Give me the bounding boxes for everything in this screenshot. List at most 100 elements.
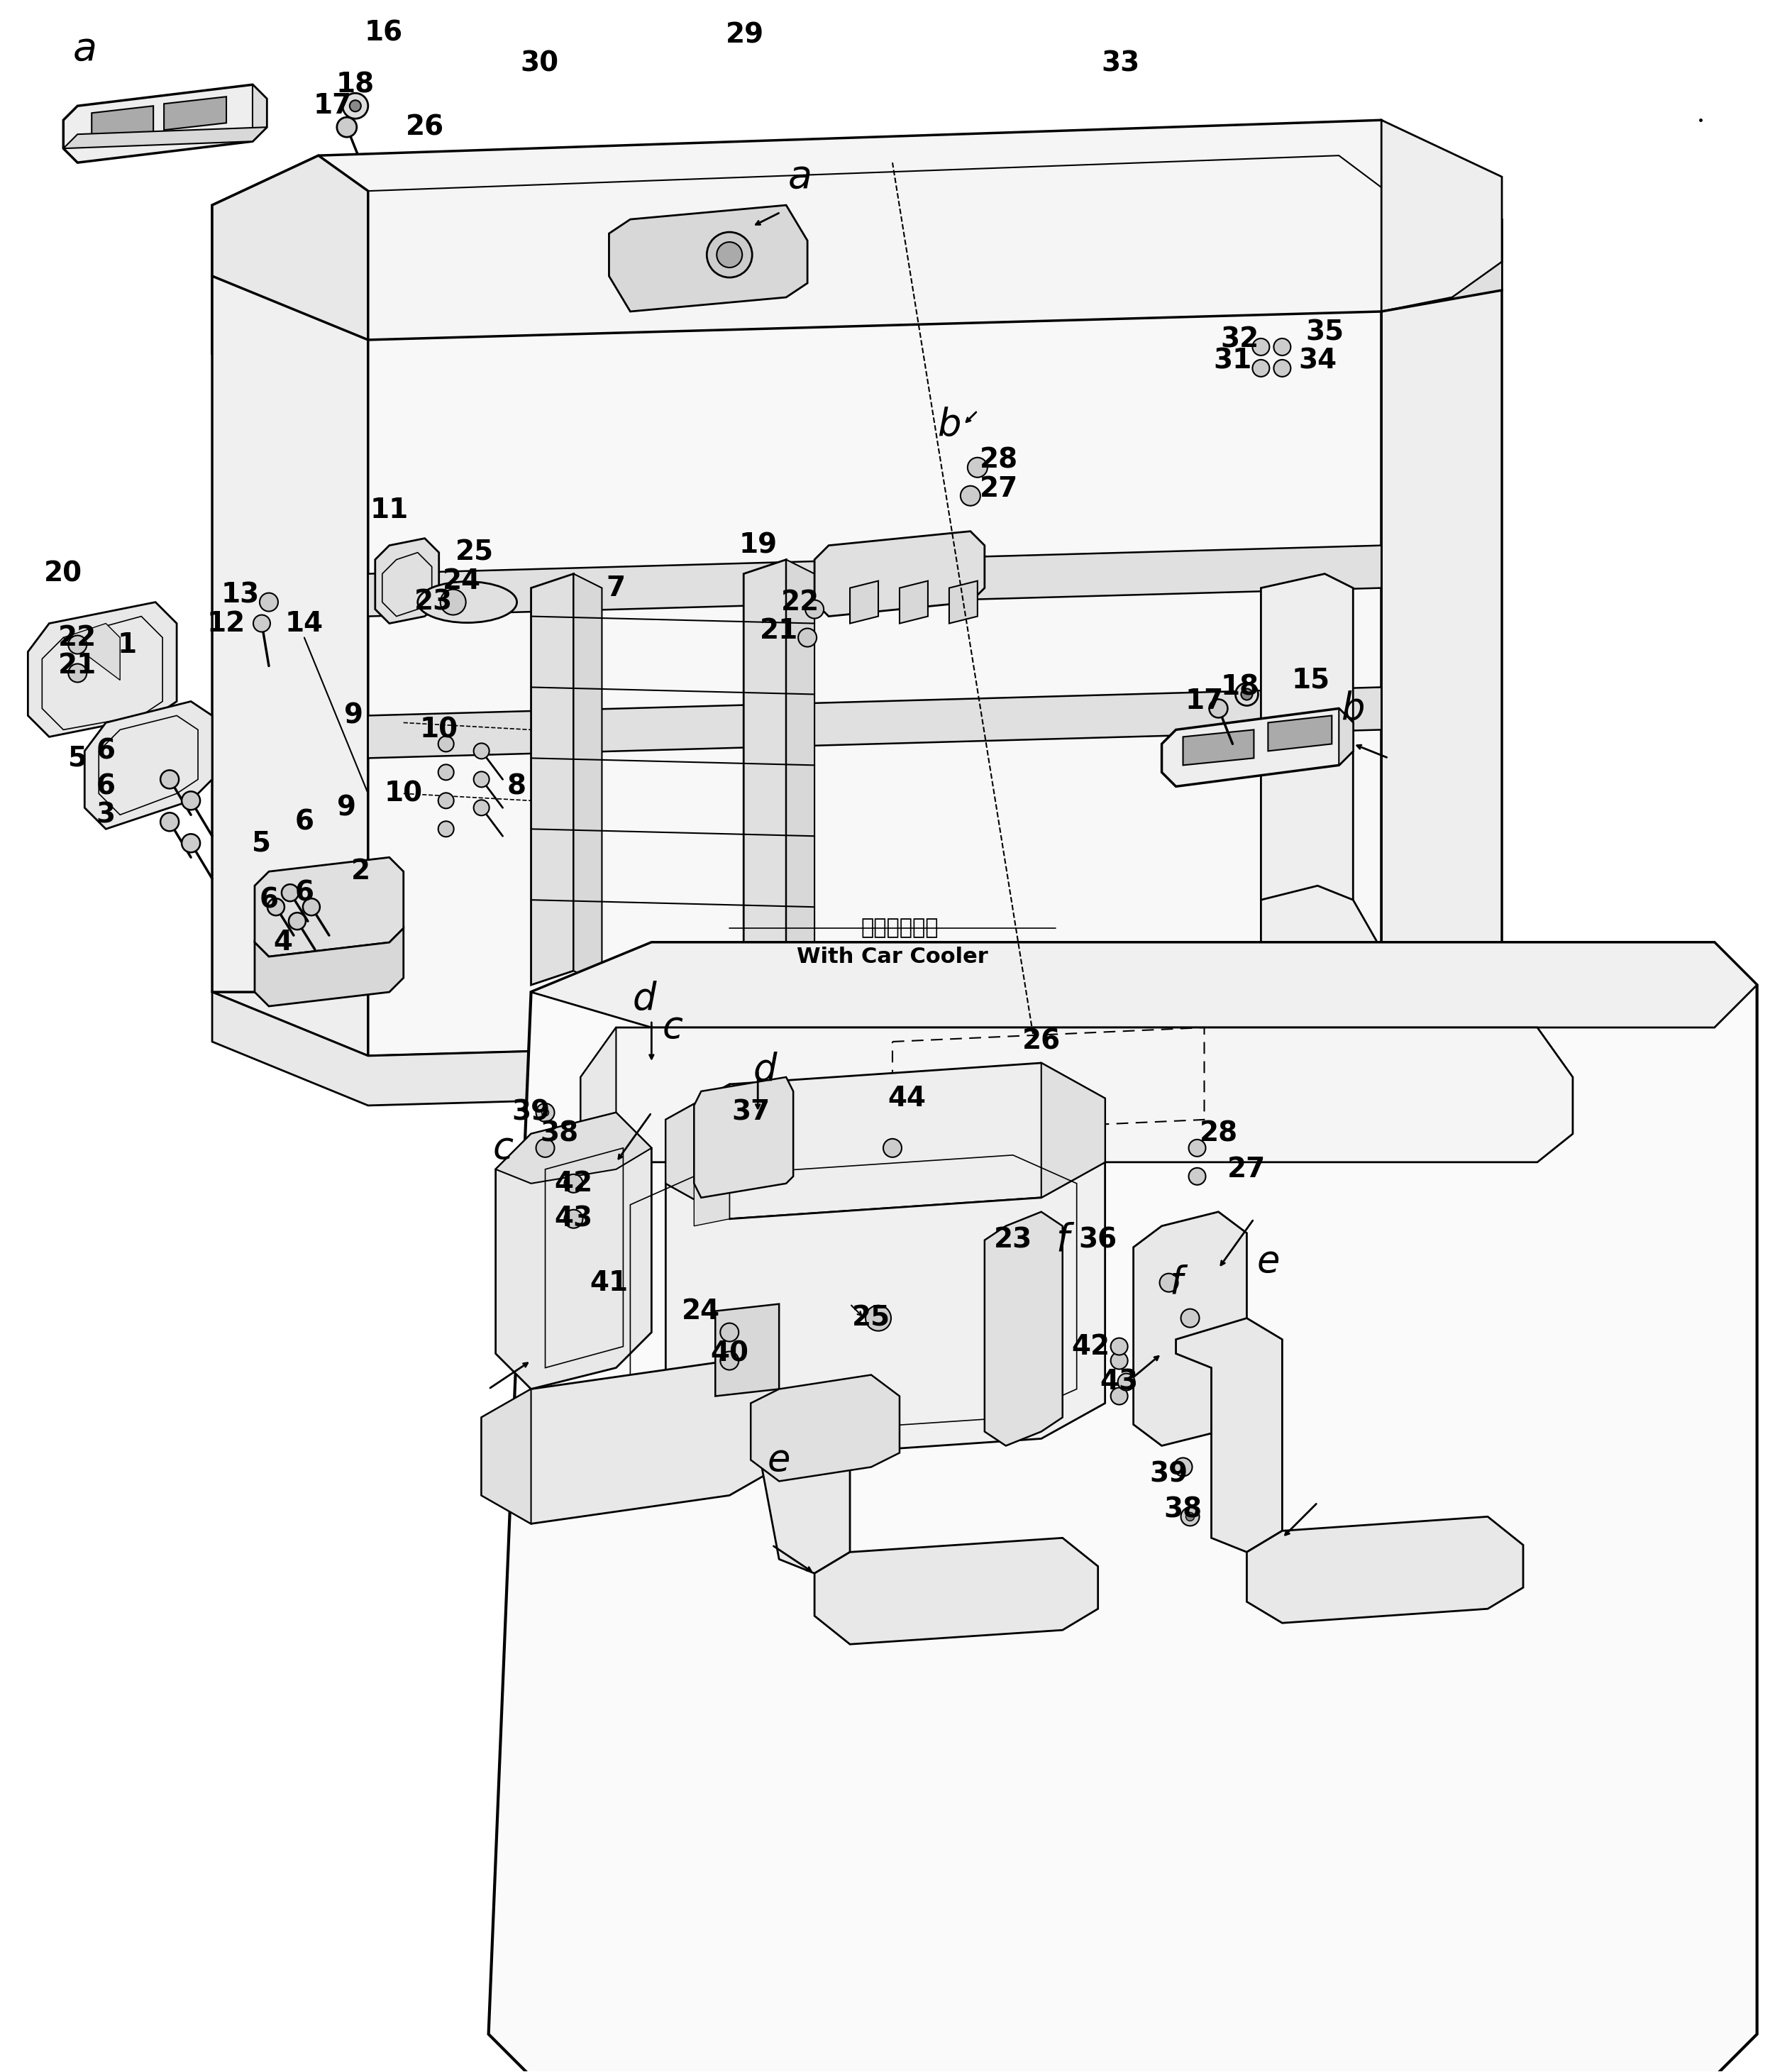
Text: 6: 6 <box>96 738 115 765</box>
Circle shape <box>541 1109 548 1117</box>
Polygon shape <box>481 1388 531 1523</box>
Text: 39: 39 <box>1150 1461 1187 1488</box>
Circle shape <box>1159 1274 1179 1293</box>
Circle shape <box>799 628 816 646</box>
Text: 6: 6 <box>295 879 314 905</box>
Text: 17: 17 <box>1186 688 1223 715</box>
Polygon shape <box>367 311 1381 1057</box>
Text: 17: 17 <box>314 93 351 120</box>
Circle shape <box>181 833 201 852</box>
Polygon shape <box>495 1113 651 1183</box>
Polygon shape <box>252 85 266 141</box>
Text: 21: 21 <box>59 653 98 680</box>
Text: 5: 5 <box>252 829 272 856</box>
Circle shape <box>474 771 490 787</box>
Text: 13: 13 <box>222 582 259 609</box>
Text: 5: 5 <box>67 744 87 771</box>
Polygon shape <box>213 120 1502 375</box>
Polygon shape <box>531 574 573 984</box>
Text: 27: 27 <box>980 474 1019 501</box>
Circle shape <box>438 794 454 808</box>
Circle shape <box>1186 1513 1195 1521</box>
Polygon shape <box>1452 261 1502 325</box>
Polygon shape <box>609 205 808 311</box>
Circle shape <box>343 93 367 118</box>
Text: 10: 10 <box>419 717 458 744</box>
Text: 29: 29 <box>726 21 765 48</box>
Circle shape <box>438 765 454 779</box>
Text: 9: 9 <box>344 702 364 729</box>
Circle shape <box>337 118 357 137</box>
Text: 18: 18 <box>335 70 375 97</box>
Text: カークーラ付: カークーラ付 <box>861 918 939 939</box>
Polygon shape <box>900 580 928 624</box>
Circle shape <box>282 885 298 901</box>
Text: 36: 36 <box>1079 1227 1116 1254</box>
Text: a: a <box>73 31 96 68</box>
Text: f: f <box>1170 1264 1182 1301</box>
Circle shape <box>1173 1459 1193 1475</box>
Polygon shape <box>666 1162 1106 1461</box>
Circle shape <box>181 792 201 810</box>
Polygon shape <box>1338 709 1353 765</box>
Circle shape <box>438 736 454 752</box>
Text: 33: 33 <box>1102 50 1140 77</box>
Ellipse shape <box>417 582 517 624</box>
Text: 28: 28 <box>1200 1121 1237 1148</box>
Text: 32: 32 <box>1221 327 1258 354</box>
Circle shape <box>304 899 320 916</box>
Circle shape <box>706 232 753 278</box>
Circle shape <box>254 615 270 632</box>
Text: 41: 41 <box>589 1270 628 1297</box>
Polygon shape <box>715 1303 779 1397</box>
Polygon shape <box>1381 120 1502 311</box>
Circle shape <box>350 99 360 112</box>
Text: 38: 38 <box>540 1121 579 1148</box>
Circle shape <box>967 458 987 477</box>
Text: b: b <box>937 406 960 443</box>
Circle shape <box>806 601 824 617</box>
Circle shape <box>259 593 279 611</box>
Polygon shape <box>1182 729 1253 765</box>
Text: e: e <box>767 1442 790 1479</box>
Circle shape <box>1189 1169 1205 1185</box>
Circle shape <box>440 588 465 615</box>
Text: 11: 11 <box>369 497 408 524</box>
Text: d: d <box>632 980 657 1017</box>
Text: 19: 19 <box>738 533 777 559</box>
Polygon shape <box>751 1376 900 1481</box>
Text: 3: 3 <box>96 802 115 829</box>
Polygon shape <box>850 580 879 624</box>
Text: 6: 6 <box>96 773 115 800</box>
Text: 6: 6 <box>295 808 314 835</box>
Text: 34: 34 <box>1299 348 1337 375</box>
Polygon shape <box>1260 574 1353 1042</box>
Circle shape <box>717 242 742 267</box>
Polygon shape <box>495 1113 651 1388</box>
Circle shape <box>721 1324 738 1341</box>
Text: 22: 22 <box>59 624 98 651</box>
Text: 43: 43 <box>554 1206 593 1233</box>
Circle shape <box>289 912 305 930</box>
Text: 9: 9 <box>337 794 357 821</box>
Text: 26: 26 <box>1022 1028 1060 1055</box>
Polygon shape <box>213 340 375 369</box>
Circle shape <box>960 485 980 506</box>
Circle shape <box>1180 1508 1200 1525</box>
Text: 44: 44 <box>888 1086 927 1113</box>
Text: 42: 42 <box>554 1171 593 1198</box>
Text: 25: 25 <box>454 539 493 566</box>
Circle shape <box>1189 1140 1205 1156</box>
Circle shape <box>1111 1388 1127 1405</box>
Circle shape <box>1274 361 1290 377</box>
Polygon shape <box>580 1028 1573 1162</box>
Polygon shape <box>580 1028 616 1162</box>
Text: 35: 35 <box>1306 319 1344 346</box>
Circle shape <box>1180 1310 1200 1328</box>
Polygon shape <box>375 539 438 624</box>
Circle shape <box>1253 361 1269 377</box>
Text: 10: 10 <box>385 779 422 806</box>
Text: 43: 43 <box>1100 1368 1138 1394</box>
Text: 39: 39 <box>511 1098 550 1125</box>
Circle shape <box>1118 1374 1134 1390</box>
